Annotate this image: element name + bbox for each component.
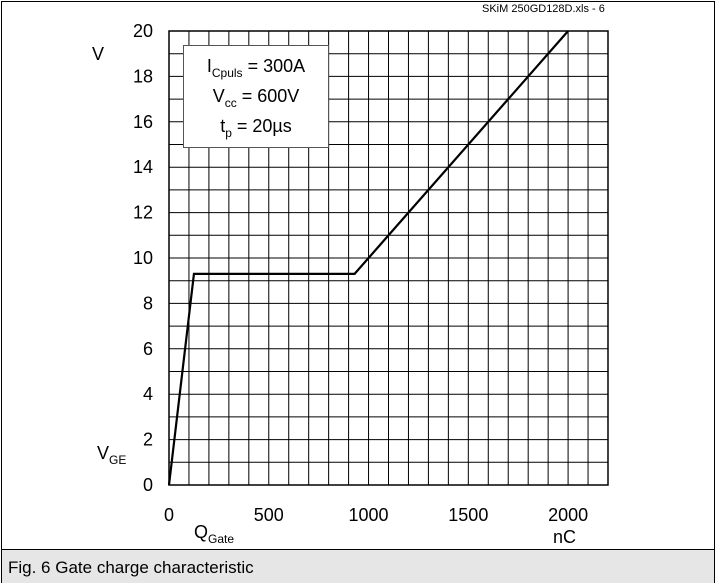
x-tick-label: 2000 — [548, 505, 588, 525]
gate-charge-curve — [167, 30, 569, 486]
y-tick-label: 12 — [133, 203, 153, 223]
tick-labels: 0 2 4 6 8 10 12 14 16 18 20 0 500 1000 1500 2000 — [133, 21, 588, 525]
x-tick-label: 1500 — [448, 505, 488, 525]
y-tick-label: 4 — [143, 384, 153, 404]
y-tick-label: 2 — [143, 430, 153, 450]
grid — [168, 30, 609, 486]
x-axis-label: QGate — [194, 522, 235, 546]
y-axis-label: VGE — [97, 443, 127, 467]
y-tick-label: 8 — [143, 293, 153, 313]
y-unit-label: V — [92, 44, 105, 64]
data-series — [167, 30, 569, 486]
file-label: SKiM 250GD128D.xls - 6 — [482, 3, 605, 15]
x-tick-label: 1000 — [349, 505, 389, 525]
y-tick-label: 0 — [143, 475, 153, 495]
figure-caption-bar: Fig. 6 Gate charge characteristic — [2, 549, 714, 583]
y-tick-label: 18 — [133, 66, 153, 86]
x-unit-label: nC — [553, 527, 577, 547]
annotation-box: ICpuls = 300A Vcc = 600V tp = 20µs — [183, 45, 329, 148]
y-tick-label: 10 — [133, 248, 153, 268]
plot-border — [168, 30, 609, 486]
y-tick-label: 16 — [133, 112, 153, 132]
annotation-vcc: Vcc = 600V — [212, 86, 300, 110]
y-tick-label: 14 — [133, 157, 153, 177]
figure-caption: Fig. 6 Gate charge characteristic — [8, 558, 254, 577]
y-tick-label: 20 — [133, 21, 153, 41]
x-tick-label: 500 — [254, 505, 284, 525]
x-tick-label: 0 — [164, 505, 174, 525]
annotation-tp: tp = 20µs — [220, 116, 292, 140]
y-tick-label: 6 — [143, 339, 153, 359]
annotation-icpuls: ICpuls = 300A — [206, 56, 306, 80]
